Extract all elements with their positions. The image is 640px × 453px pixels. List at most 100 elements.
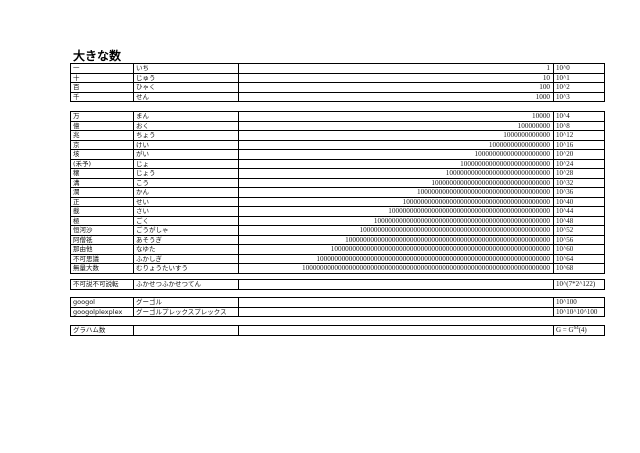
cell-value[interactable]: 10000000000000000000000000000	[238, 168, 554, 179]
cell-kana[interactable]: じゅう	[133, 72, 239, 83]
cell-power[interactable]: 10^60	[553, 244, 605, 255]
cell-power[interactable]: 10^68	[553, 263, 605, 274]
cell-name[interactable]: 垓	[70, 149, 134, 160]
cell-power[interactable]: 10^56	[553, 234, 605, 245]
cell-value[interactable]: 1000000000000	[238, 130, 554, 141]
cell-kana[interactable]: まん	[133, 111, 239, 122]
cell-name[interactable]: 恒河沙	[70, 225, 134, 236]
cell-kana[interactable]: グーゴル	[133, 297, 239, 308]
cell-value[interactable]	[238, 297, 554, 308]
cell-kana[interactable]: ごく	[133, 215, 239, 226]
cell-kana[interactable]: かん	[133, 187, 239, 198]
cell-kana[interactable]: グーゴルプレックスプレックス	[133, 306, 239, 317]
cell-kana[interactable]	[133, 325, 239, 336]
cell-power[interactable]: 10^20	[553, 149, 605, 160]
cell-name[interactable]: 十	[70, 72, 134, 83]
cell-kana[interactable]: ごうがしゃ	[133, 225, 239, 236]
cell-value[interactable]: 1	[238, 63, 554, 74]
cell-name[interactable]: 千	[70, 91, 134, 102]
cell-value[interactable]: 1000000000000000000000000000000000000000…	[238, 234, 554, 245]
cell-name[interactable]: 溝	[70, 177, 134, 188]
cell-power[interactable]: 10^32	[553, 177, 605, 188]
cell-name[interactable]: 正	[70, 196, 134, 207]
cell-value[interactable]: 1000000000000000000000000000000000000000…	[238, 253, 554, 264]
cell-power[interactable]: 10^2	[553, 82, 605, 93]
cell-value[interactable]: 10000	[238, 111, 554, 122]
cell-name[interactable]: googol	[70, 297, 134, 308]
cell-kana[interactable]: じょう	[133, 168, 239, 179]
cell-kana[interactable]: こう	[133, 177, 239, 188]
cell-kana[interactable]: ちょう	[133, 130, 239, 141]
cell-kana[interactable]: じょ	[133, 158, 239, 169]
cell-kana[interactable]: けい	[133, 139, 239, 150]
cell-power[interactable]: 10^64	[553, 253, 605, 264]
cell-name[interactable]: 京	[70, 139, 134, 150]
cell-value[interactable]: 10000000000000000	[238, 139, 554, 150]
cell-power[interactable]: 10^12	[553, 130, 605, 141]
cell-value[interactable]: 1000000000000000000000000000000000000000…	[238, 244, 554, 255]
cell-kana[interactable]: いち	[133, 63, 239, 74]
cell-name[interactable]: 穣	[70, 168, 134, 179]
cell-value[interactable]: 100000000000000000000000000000000	[238, 177, 554, 188]
cell-value[interactable]	[238, 325, 554, 336]
cell-power[interactable]: 10^8	[553, 120, 605, 131]
cell-power[interactable]: 10^(7*2^122)	[553, 279, 605, 290]
cell-name[interactable]: 極	[70, 215, 134, 226]
cell-power[interactable]: 10^40	[553, 196, 605, 207]
cell-name[interactable]: (禾予)	[70, 158, 134, 169]
cell-name[interactable]: 無量大数	[70, 263, 134, 274]
cell-power[interactable]: G = G64(4)	[553, 325, 605, 336]
cell-power[interactable]: 10^24	[553, 158, 605, 169]
cell-value[interactable]: 10	[238, 72, 554, 83]
cell-value[interactable]: 1000000000000000000000000000000000000000…	[238, 196, 554, 207]
cell-kana[interactable]: あそうぎ	[133, 234, 239, 245]
cell-value[interactable]: 1000000000000000000000000	[238, 158, 554, 169]
cell-power[interactable]: 10^16	[553, 139, 605, 150]
cell-kana[interactable]: せん	[133, 91, 239, 102]
cell-name[interactable]: 億	[70, 120, 134, 131]
cell-value[interactable]: 100000000	[238, 120, 554, 131]
cell-name[interactable]: 一	[70, 63, 134, 74]
cell-name[interactable]: 阿僧祇	[70, 234, 134, 245]
cell-power[interactable]: 10^100	[553, 297, 605, 308]
cell-value[interactable]: 1000000000000000000000000000000000000000…	[238, 263, 554, 274]
cell-kana[interactable]: なゆた	[133, 244, 239, 255]
cell-kana[interactable]: ふかしぎ	[133, 253, 239, 264]
cell-power[interactable]: 10^4	[553, 111, 605, 122]
cell-power[interactable]: 10^0	[553, 63, 605, 74]
cell-kana[interactable]: ふかせつふかせつてん	[133, 279, 239, 290]
cell-name[interactable]: 載	[70, 206, 134, 217]
cell-name[interactable]: 那由他	[70, 244, 134, 255]
cell-power[interactable]: 10^48	[553, 215, 605, 226]
cell-name[interactable]: 不可説不可説転	[70, 279, 134, 290]
cell-value[interactable]: 1000000000000000000000000000000000000	[238, 187, 554, 198]
cell-kana[interactable]: ひゃく	[133, 82, 239, 93]
cell-power[interactable]: 10^10^10^100	[553, 306, 605, 317]
cell-power[interactable]: 10^44	[553, 206, 605, 217]
cell-value[interactable]: 1000000000000000000000000000000000000000…	[238, 215, 554, 226]
cell-value[interactable]: 100	[238, 82, 554, 93]
cell-value[interactable]: 1000	[238, 91, 554, 102]
cell-name[interactable]: 百	[70, 82, 134, 93]
cell-name[interactable]: 兆	[70, 130, 134, 141]
cell-value[interactable]: 1000000000000000000000000000000000000000…	[238, 225, 554, 236]
cell-kana[interactable]: がい	[133, 149, 239, 160]
cell-value[interactable]	[238, 306, 554, 317]
cell-kana[interactable]: さい	[133, 206, 239, 217]
cell-power[interactable]: 10^52	[553, 225, 605, 236]
cell-kana[interactable]: せい	[133, 196, 239, 207]
cell-power[interactable]: 10^3	[553, 91, 605, 102]
cell-name[interactable]: 万	[70, 111, 134, 122]
cell-name[interactable]: グラハム数	[70, 325, 134, 336]
cell-name[interactable]: googolplexplex	[70, 306, 134, 317]
cell-kana[interactable]: むりょうたいすう	[133, 263, 239, 274]
cell-name[interactable]: 不可思議	[70, 253, 134, 264]
cell-value[interactable]	[238, 279, 554, 290]
cell-kana[interactable]: おく	[133, 120, 239, 131]
cell-power[interactable]: 10^1	[553, 72, 605, 83]
cell-value[interactable]: 100000000000000000000	[238, 149, 554, 160]
cell-name[interactable]: 澗	[70, 187, 134, 198]
cell-power[interactable]: 10^28	[553, 168, 605, 179]
cell-value[interactable]: 1000000000000000000000000000000000000000…	[238, 206, 554, 217]
cell-power[interactable]: 10^36	[553, 187, 605, 198]
